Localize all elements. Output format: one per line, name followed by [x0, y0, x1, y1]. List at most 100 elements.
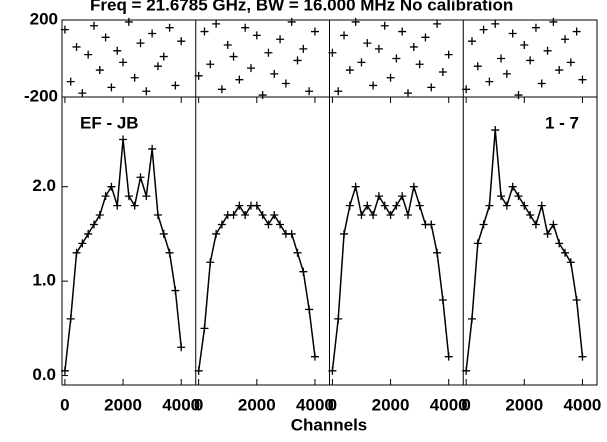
amplitude-point	[235, 201, 244, 210]
amplitude-point	[305, 305, 314, 314]
x-tick-label: 2000	[104, 395, 142, 414]
phase-point	[357, 58, 366, 67]
phase-point	[107, 83, 116, 92]
y-tick-label: 1.0	[32, 271, 56, 290]
amplitude-point	[241, 211, 250, 220]
phase-point	[508, 29, 517, 38]
x-tick-label: 2000	[238, 395, 276, 414]
y-tick-label: 0.0	[32, 365, 56, 384]
amplitude-point	[566, 258, 575, 267]
amplitude-point	[514, 192, 523, 201]
amplitude-point	[473, 239, 482, 248]
phase-point	[415, 60, 424, 69]
phase-point	[386, 73, 395, 82]
phase-point	[60, 25, 69, 34]
phase-tick-label: -200	[24, 86, 58, 105]
amplitude-point	[578, 352, 587, 361]
phase-point	[462, 85, 471, 94]
phase-point	[578, 75, 587, 84]
phase-point	[206, 60, 215, 69]
amplitude-point	[404, 211, 413, 220]
amplitude-point	[508, 182, 517, 191]
amplitude-point	[107, 182, 116, 191]
x-tick-label: 2000	[372, 395, 410, 414]
phase-point	[555, 66, 564, 75]
phase-point	[404, 89, 413, 98]
phase-point	[363, 39, 372, 48]
phase-point	[113, 46, 122, 55]
phase-point	[136, 39, 145, 48]
amplitude-point	[159, 229, 168, 238]
amplitude-point	[72, 248, 81, 257]
x-tick-label: 0	[328, 395, 337, 414]
amplitude-point	[409, 182, 418, 191]
phase-point	[177, 37, 186, 46]
phase-point	[72, 42, 81, 51]
phase-point	[241, 23, 250, 32]
phase-point	[281, 79, 290, 88]
amplitude-point	[555, 239, 564, 248]
amplitude-point	[497, 192, 506, 201]
phase-point	[526, 56, 535, 65]
phase-point	[398, 27, 407, 36]
amplitude-point	[95, 211, 104, 220]
phase-point	[438, 67, 447, 76]
amplitude-point	[212, 229, 221, 238]
amplitude-point	[293, 248, 302, 257]
phase-point	[89, 21, 98, 30]
phase-point	[252, 31, 261, 40]
phase-point	[212, 19, 221, 28]
chart-title: Freq = 21.6785 GHz, BW = 16.000 MHz No c…	[90, 0, 513, 14]
amplitude-point	[299, 267, 308, 276]
phase-point	[561, 35, 570, 44]
baseline-label: 1 - 7	[545, 113, 579, 132]
phase-point	[124, 17, 133, 26]
amplitude-point	[392, 201, 401, 210]
phase-point	[101, 33, 110, 42]
phase-point	[467, 37, 476, 46]
phase-point	[246, 64, 255, 73]
amplitude-point	[252, 201, 261, 210]
amplitude-point	[334, 314, 343, 323]
phase-point	[380, 21, 389, 30]
phase-point	[84, 50, 93, 59]
phase-point	[142, 87, 151, 96]
amplitude-point	[380, 201, 389, 210]
amplitude-point	[479, 220, 488, 229]
x-tick-label: 0	[60, 395, 69, 414]
phase-tick-label: 200	[30, 9, 58, 28]
amplitude-point	[200, 324, 209, 333]
phase-point	[217, 85, 226, 94]
amplitude-point	[78, 239, 87, 248]
amplitude-point	[66, 314, 75, 323]
amplitude-point	[485, 201, 494, 210]
phase-point	[328, 48, 337, 57]
amplitude-point	[206, 258, 215, 267]
phase-point	[520, 41, 529, 50]
x-axis-label: Channels	[291, 415, 368, 434]
amplitude-point	[467, 314, 476, 323]
x-tick-label: 4000	[564, 395, 602, 414]
amplitude-point	[444, 352, 453, 361]
phase-point	[299, 44, 308, 53]
phase-point	[235, 75, 244, 84]
amplitude-point	[84, 229, 93, 238]
amplitude-point	[328, 366, 337, 375]
phase-point	[95, 66, 104, 75]
amplitude-point	[438, 296, 447, 305]
amplitude-point	[287, 229, 296, 238]
phase-point	[543, 46, 552, 55]
amplitude-point	[357, 211, 366, 220]
phase-point	[171, 81, 180, 90]
amplitude-point	[130, 201, 139, 210]
phase-point	[66, 77, 75, 86]
amplitude-point	[386, 211, 395, 220]
amplitude-point	[113, 201, 122, 210]
phase-point	[119, 58, 128, 67]
phase-point	[258, 91, 267, 100]
phase-point	[345, 66, 354, 75]
amplitude-point	[549, 220, 558, 229]
amplitude-point	[398, 192, 407, 201]
phase-point	[351, 17, 360, 26]
